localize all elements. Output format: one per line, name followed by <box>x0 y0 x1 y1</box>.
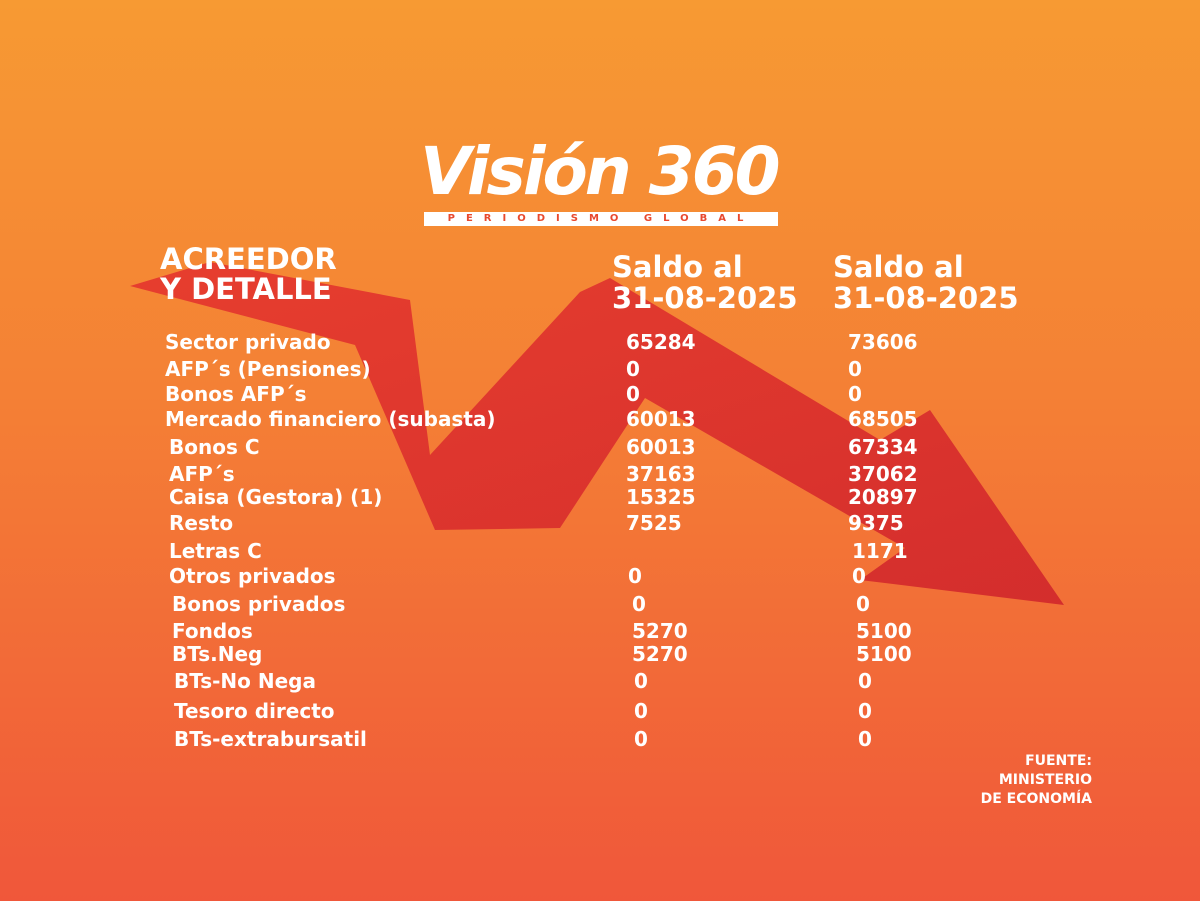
row-value-col1: 0 <box>634 727 648 751</box>
row-label: BTs.Neg <box>172 642 263 666</box>
row-value-col1: 0 <box>626 382 640 406</box>
row-value-col1: 60013 <box>626 407 696 431</box>
source-line3: DE ECONOMÍA <box>980 791 1092 807</box>
row-value-col2: 9375 <box>848 511 904 535</box>
logo-subtitle: PERIODISMO GLOBAL <box>447 213 755 224</box>
row-value-col2: 5100 <box>856 619 912 643</box>
column-header-1: Saldo al 31-08-2025 <box>612 252 798 314</box>
row-label: Bonos AFP´s <box>165 382 307 406</box>
row-value-col2: 0 <box>858 727 872 751</box>
column-header-1-line1: Saldo al <box>612 250 743 284</box>
source-line1: FUENTE: <box>1025 753 1092 769</box>
row-value-col2: 0 <box>848 382 862 406</box>
row-label: Caisa (Gestora) (1) <box>169 485 383 509</box>
row-label: AFP´s (Pensiones) <box>165 357 371 381</box>
row-value-col1: 0 <box>634 699 648 723</box>
row-value-col1: 65284 <box>626 330 696 354</box>
arrow-shape <box>130 262 1064 605</box>
row-label: Letras C <box>169 539 262 563</box>
logo-wordmark: Visión 360 <box>420 133 781 210</box>
row-label: Bonos C <box>169 435 260 459</box>
row-value-col2: 5100 <box>856 642 912 666</box>
source-line2: MINISTERIO <box>998 772 1092 788</box>
row-value-col1: 5270 <box>632 642 688 666</box>
row-value-col2: 1171 <box>852 539 908 563</box>
row-value-col1: 15325 <box>626 485 696 509</box>
table-header-label: ACREEDOR Y DETALLE <box>160 244 337 304</box>
header-label-line2: Y DETALLE <box>160 272 332 306</box>
logo-subtitle-bar <box>424 212 778 226</box>
column-header-2-line2: 31-08-2025 <box>833 281 1019 315</box>
row-value-col1: 7525 <box>626 511 682 535</box>
row-value-col1: 0 <box>634 669 648 693</box>
row-value-col2: 0 <box>856 592 870 616</box>
column-header-1-line2: 31-08-2025 <box>612 281 798 315</box>
column-header-2-line1: Saldo al <box>833 250 964 284</box>
row-value-col1: 5270 <box>632 619 688 643</box>
row-value-col2: 0 <box>852 564 866 588</box>
row-label: Sector privado <box>165 330 331 354</box>
row-value-col2: 68505 <box>848 407 918 431</box>
row-label: Bonos privados <box>172 592 346 616</box>
row-label: Fondos <box>172 619 253 643</box>
row-value-col2: 20897 <box>848 485 918 509</box>
row-value-col1: 60013 <box>626 435 696 459</box>
row-value-col1: 0 <box>632 592 646 616</box>
row-value-col1: 0 <box>626 357 640 381</box>
row-value-col2: 0 <box>858 699 872 723</box>
row-value-col2: 37062 <box>848 462 918 486</box>
row-label: Otros privados <box>169 564 336 588</box>
row-value-col2: 67334 <box>848 435 918 459</box>
source-note: FUENTE: MINISTERIO DE ECONOMÍA <box>981 752 1092 809</box>
row-value-col1: 0 <box>628 564 642 588</box>
row-value-col1: 37163 <box>626 462 696 486</box>
row-label: Tesoro directo <box>174 699 335 723</box>
row-label: BTs-extrabursatil <box>174 727 367 751</box>
row-label: Resto <box>169 511 234 535</box>
row-label: AFP´s <box>169 462 235 486</box>
row-label: Mercado financiero (subasta) <box>165 407 496 431</box>
row-value-col2: 0 <box>848 357 862 381</box>
column-header-2: Saldo al 31-08-2025 <box>833 252 1019 314</box>
row-label: BTs-No Nega <box>174 669 316 693</box>
header-label-line1: ACREEDOR <box>160 242 337 276</box>
row-value-col2: 0 <box>858 669 872 693</box>
row-value-col2: 73606 <box>848 330 918 354</box>
